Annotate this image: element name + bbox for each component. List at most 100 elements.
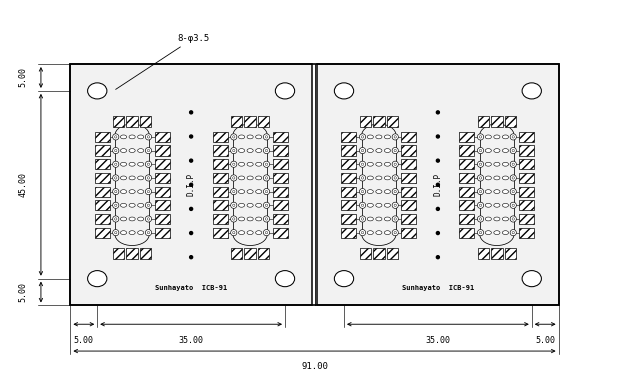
Circle shape	[189, 159, 192, 162]
Bar	[342, 132, 357, 142]
Ellipse shape	[138, 190, 144, 194]
Circle shape	[510, 230, 516, 236]
Ellipse shape	[384, 203, 391, 207]
Circle shape	[392, 161, 398, 167]
Circle shape	[359, 216, 365, 222]
Text: Sunhayato  ICB-91: Sunhayato ICB-91	[402, 285, 474, 291]
Ellipse shape	[129, 135, 135, 139]
Ellipse shape	[255, 176, 262, 180]
Bar	[94, 173, 109, 183]
Ellipse shape	[367, 190, 374, 194]
Circle shape	[233, 204, 235, 206]
Bar	[491, 116, 503, 127]
Circle shape	[264, 230, 270, 236]
Ellipse shape	[87, 83, 107, 99]
Bar	[459, 228, 474, 238]
Circle shape	[361, 218, 364, 220]
Circle shape	[233, 136, 235, 138]
Bar	[258, 248, 269, 259]
Circle shape	[437, 159, 440, 162]
Circle shape	[479, 136, 482, 138]
Ellipse shape	[247, 162, 253, 166]
Circle shape	[512, 136, 515, 138]
Bar	[401, 132, 416, 142]
Bar	[155, 214, 170, 224]
Ellipse shape	[129, 203, 135, 207]
Bar	[213, 159, 228, 169]
Ellipse shape	[138, 162, 144, 166]
Circle shape	[392, 230, 398, 236]
Ellipse shape	[367, 217, 374, 221]
Text: D.I.P: D.I.P	[187, 173, 196, 196]
Circle shape	[477, 202, 484, 208]
Bar	[401, 173, 416, 183]
Bar	[94, 159, 109, 169]
Ellipse shape	[494, 217, 500, 221]
Bar	[373, 248, 384, 259]
Bar	[245, 248, 256, 259]
Bar	[70, 64, 559, 305]
Ellipse shape	[276, 83, 294, 99]
Circle shape	[394, 163, 396, 165]
Ellipse shape	[367, 162, 374, 166]
Circle shape	[477, 175, 484, 181]
Circle shape	[231, 188, 237, 195]
Circle shape	[189, 256, 192, 259]
Ellipse shape	[376, 162, 382, 166]
Circle shape	[510, 175, 516, 181]
Text: 35.00: 35.00	[179, 336, 204, 345]
Bar	[459, 200, 474, 210]
Ellipse shape	[376, 135, 382, 139]
Text: 5.00: 5.00	[74, 336, 94, 345]
Bar	[140, 248, 151, 259]
Circle shape	[231, 216, 237, 222]
Circle shape	[512, 231, 515, 234]
Ellipse shape	[376, 231, 382, 235]
Ellipse shape	[503, 162, 509, 166]
Bar	[401, 187, 416, 197]
Bar	[272, 145, 287, 156]
Ellipse shape	[129, 149, 135, 152]
Ellipse shape	[485, 135, 491, 139]
Circle shape	[189, 231, 192, 235]
Circle shape	[265, 163, 268, 165]
Circle shape	[113, 134, 119, 140]
Circle shape	[437, 231, 440, 235]
Bar	[155, 132, 170, 142]
Circle shape	[231, 202, 237, 208]
Ellipse shape	[238, 217, 245, 221]
Circle shape	[147, 177, 150, 179]
Circle shape	[477, 188, 484, 195]
Circle shape	[264, 175, 270, 181]
Bar	[342, 228, 357, 238]
Bar	[213, 228, 228, 238]
Bar	[342, 145, 357, 156]
Circle shape	[147, 163, 150, 165]
Circle shape	[233, 190, 235, 193]
Circle shape	[113, 175, 119, 181]
Bar	[459, 132, 474, 142]
Circle shape	[114, 177, 117, 179]
Circle shape	[114, 149, 117, 152]
Ellipse shape	[238, 135, 245, 139]
Bar	[94, 228, 109, 238]
Ellipse shape	[87, 271, 107, 287]
Circle shape	[479, 218, 482, 220]
Circle shape	[359, 230, 365, 236]
Bar	[126, 248, 138, 259]
Bar	[491, 248, 503, 259]
Ellipse shape	[384, 217, 391, 221]
Circle shape	[394, 218, 396, 220]
Bar	[520, 173, 535, 183]
Circle shape	[114, 231, 117, 234]
Bar	[155, 159, 170, 169]
Circle shape	[394, 190, 396, 193]
Ellipse shape	[384, 135, 391, 139]
Circle shape	[394, 136, 396, 138]
Circle shape	[233, 149, 235, 152]
Bar	[258, 116, 269, 127]
Circle shape	[114, 218, 117, 220]
Bar	[459, 145, 474, 156]
Circle shape	[113, 161, 119, 167]
Circle shape	[231, 134, 237, 140]
